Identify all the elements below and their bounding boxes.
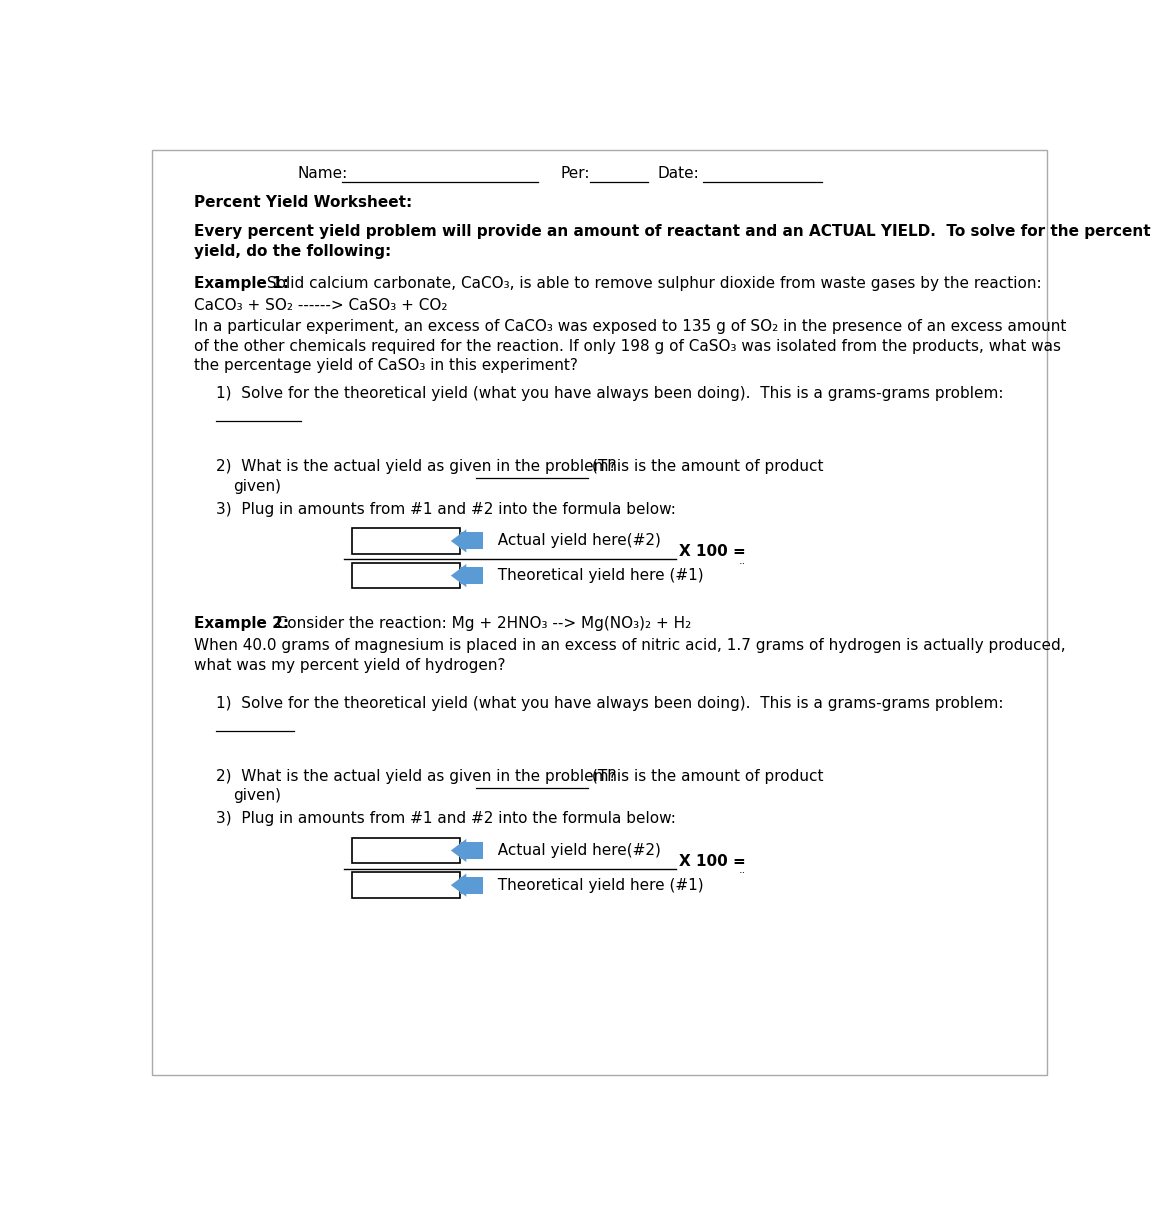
Text: 2)  What is the actual yield as given in the problem?: 2) What is the actual yield as given in …	[216, 769, 617, 784]
Bar	[460, 842, 483, 859]
Text: given): given)	[233, 479, 281, 494]
Text: what was my percent yield of hydrogen?: what was my percent yield of hydrogen?	[194, 657, 505, 672]
Bar	[352, 838, 460, 864]
Text: Theoretical yield here (#1): Theoretical yield here (#1)	[488, 568, 703, 583]
Text: Actual yield here(#2): Actual yield here(#2)	[488, 534, 661, 548]
Text: Example 1:: Example 1:	[194, 277, 289, 291]
Text: 2)  What is the actual yield as given in the problem?: 2) What is the actual yield as given in …	[216, 460, 617, 474]
Text: (This is the amount of product: (This is the amount of product	[592, 460, 824, 474]
Text: 3)  Plug in amounts from #1 and #2 into the formula below:: 3) Plug in amounts from #1 and #2 into t…	[216, 811, 676, 826]
Text: (This is the amount of product: (This is the amount of product	[592, 769, 824, 784]
Text: Name:: Name:	[297, 166, 347, 181]
Text: Date:: Date:	[658, 166, 700, 181]
Text: Actual yield here(#2): Actual yield here(#2)	[488, 843, 661, 858]
Text: 1)  Solve for the theoretical yield (what you have always been doing).  This is : 1) Solve for the theoretical yield (what…	[216, 696, 1004, 711]
Bar	[352, 528, 460, 553]
Bar	[352, 563, 460, 588]
Bar	[352, 872, 460, 898]
Text: yield, do the following:: yield, do the following:	[194, 245, 392, 260]
Text: Solid calcium carbonate, CaCO₃, is able to remove sulphur dioxide from waste gas: Solid calcium carbonate, CaCO₃, is able …	[262, 277, 1042, 291]
Text: 1)  Solve for the theoretical yield (what you have always been doing).  This is : 1) Solve for the theoretical yield (what…	[216, 386, 1004, 402]
Polygon shape	[450, 873, 467, 896]
Text: Percent Yield Worksheet:: Percent Yield Worksheet:	[194, 195, 413, 210]
Text: X 100 =: X 100 =	[679, 543, 745, 559]
Text: CaCO₃ + SO₂ ------> CaSO₃ + CO₂: CaCO₃ + SO₂ ------> CaSO₃ + CO₂	[194, 297, 448, 313]
Text: Consider the reaction: Mg + 2HNO₃ --> Mg(NO₃)₂ + H₂: Consider the reaction: Mg + 2HNO₃ --> Mg…	[262, 616, 691, 631]
Polygon shape	[450, 529, 467, 552]
Bar	[460, 533, 483, 549]
Text: Every percent yield problem will provide an amount of reactant and an ACTUAL YIE: Every percent yield problem will provide…	[194, 224, 1151, 239]
Text: Example 2:: Example 2:	[194, 616, 289, 631]
Bar	[460, 877, 483, 894]
Text: ..: ..	[739, 865, 746, 876]
Text: the percentage yield of CaSO₃ in this experiment?: the percentage yield of CaSO₃ in this ex…	[194, 358, 578, 374]
Text: Per:: Per:	[560, 166, 591, 181]
Text: When 40.0 grams of magnesium is placed in an excess of nitric acid, 1.7 grams of: When 40.0 grams of magnesium is placed i…	[194, 638, 1066, 653]
Polygon shape	[450, 564, 467, 587]
Text: given): given)	[233, 788, 281, 803]
Text: In a particular experiment, an excess of CaCO₃ was exposed to 135 g of SO₂ in th: In a particular experiment, an excess of…	[194, 319, 1067, 334]
Text: of the other chemicals required for the reaction. If only 198 g of CaSO₃ was iso: of the other chemicals required for the …	[194, 338, 1061, 354]
Text: 3)  Plug in amounts from #1 and #2 into the formula below:: 3) Plug in amounts from #1 and #2 into t…	[216, 502, 676, 517]
Text: Theoretical yield here (#1): Theoretical yield here (#1)	[488, 878, 703, 893]
Text: X 100 =: X 100 =	[679, 854, 745, 869]
Bar	[460, 568, 483, 585]
Text: ..: ..	[739, 556, 746, 565]
Polygon shape	[450, 839, 467, 862]
